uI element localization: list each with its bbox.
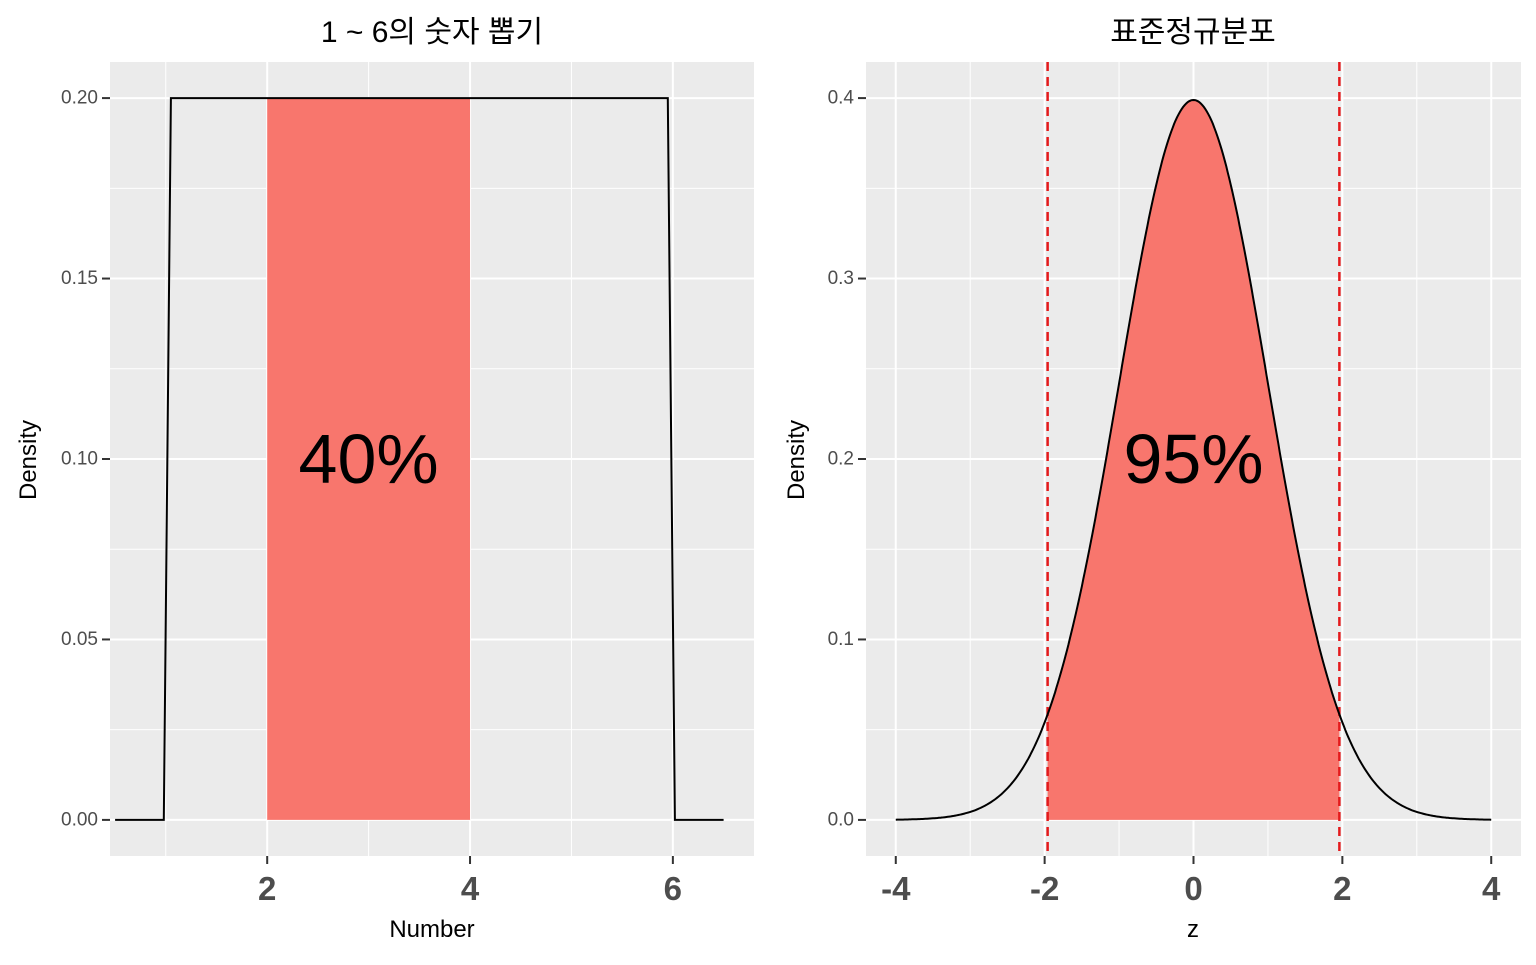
y-axis: 0.00 0.05 0.10 0.15 0.20 bbox=[61, 88, 110, 830]
density-curve bbox=[895, 98, 1492, 821]
y-axis-label: Density bbox=[783, 420, 810, 500]
x-tick-label: 4 bbox=[1482, 870, 1501, 907]
x-tick-label: 4 bbox=[461, 870, 480, 907]
reference-lines bbox=[1046, 62, 1341, 856]
percent-annotation: 95% bbox=[1123, 420, 1263, 498]
y-axis-label: Density bbox=[15, 420, 42, 500]
chart-title: 표준정규분포 bbox=[1110, 16, 1276, 49]
shaded-area bbox=[267, 98, 471, 820]
y-tick-label: 0.0 bbox=[828, 809, 854, 830]
y-tick-label: 0.20 bbox=[61, 88, 98, 109]
y-axis: 0.0 0.1 0.2 0.3 0.4 bbox=[828, 88, 866, 830]
y-tick-label: 0.2 bbox=[828, 449, 854, 470]
x-axis: -4 -2 0 2 4 bbox=[881, 856, 1501, 907]
x-tick-label: -2 bbox=[1030, 870, 1059, 907]
x-axis-label: z bbox=[1187, 916, 1199, 943]
y-tick-label: 0.05 bbox=[61, 629, 98, 650]
y-tick-label: 0.4 bbox=[828, 88, 855, 109]
y-tick-label: 0.15 bbox=[61, 268, 98, 289]
y-tick-label: 0.3 bbox=[828, 268, 854, 289]
x-axis: 2 4 6 bbox=[258, 856, 682, 907]
density-curve bbox=[115, 97, 724, 821]
normal-chart: 표준정규분포 95% 0.0 0.1 0.2 0.3 0.4 -4 -2 0 2 4 z Den… bbox=[783, 16, 1521, 943]
x-tick-label: 0 bbox=[1184, 870, 1202, 907]
x-tick-label: 2 bbox=[1333, 870, 1351, 907]
y-tick-label: 0.1 bbox=[828, 629, 854, 650]
x-tick-label: 2 bbox=[258, 870, 276, 907]
percent-annotation: 40% bbox=[299, 420, 439, 498]
x-axis-label: Number bbox=[389, 916, 474, 943]
y-tick-label: 0.00 bbox=[61, 809, 98, 830]
x-tick-label: -4 bbox=[881, 870, 911, 907]
shaded-area bbox=[1047, 100, 1340, 820]
y-tick-label: 0.10 bbox=[61, 449, 98, 470]
uniform-chart: 1 ~ 6의 숫자 뽑기 40% 0.00 0.05 0.10 0.15 0.20 2 4… bbox=[15, 16, 754, 943]
x-tick-label: 6 bbox=[664, 870, 682, 907]
chart-title: 1 ~ 6의 숫자 뽑기 bbox=[321, 16, 543, 49]
